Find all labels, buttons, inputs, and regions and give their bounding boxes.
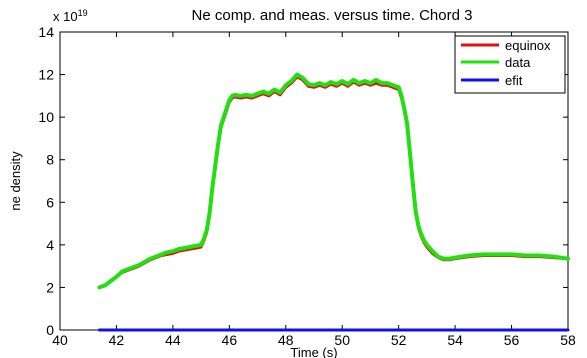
- chart-title: Ne comp. and meas. versus time. Chord 3: [192, 7, 473, 24]
- x-tick-label: 50: [334, 332, 350, 348]
- y-tick-label: 4: [46, 237, 54, 253]
- series-line-data: [97, 72, 570, 290]
- x-tick-label: 40: [52, 332, 68, 348]
- y-axis-label: ne density: [8, 151, 23, 211]
- y-tick-label: 14: [38, 24, 54, 40]
- x-tick-label: 46: [222, 332, 238, 348]
- y-tick-label: 8: [46, 152, 54, 168]
- legend-label-data: data: [505, 55, 531, 70]
- x-tick-label: 44: [165, 332, 181, 348]
- y-tick-label: 2: [46, 279, 54, 295]
- x-tick-label: 52: [391, 332, 407, 348]
- x-tick-label: 58: [560, 332, 576, 348]
- y-exponent-base: x 10: [53, 9, 78, 24]
- y-tick-label: 6: [46, 194, 54, 210]
- legend-label-efit: efit: [505, 73, 523, 88]
- y-exponent-power: 19: [78, 8, 88, 18]
- x-tick-label: 56: [504, 332, 520, 348]
- legend-label-equinox: equinox: [505, 38, 551, 53]
- x-tick-label: 42: [109, 332, 125, 348]
- x-tick-label: 54: [447, 332, 463, 348]
- x-axis-label: Time (s): [290, 345, 337, 358]
- y-exponent-label: x 1019: [53, 8, 88, 24]
- series-lines: [97, 72, 570, 332]
- y-tick-label: 0: [46, 322, 54, 338]
- legend: equinox data efit: [454, 35, 566, 94]
- x-tick-label: 48: [278, 332, 294, 348]
- y-tick-label: 12: [38, 67, 54, 83]
- y-tick-label: 10: [38, 109, 54, 125]
